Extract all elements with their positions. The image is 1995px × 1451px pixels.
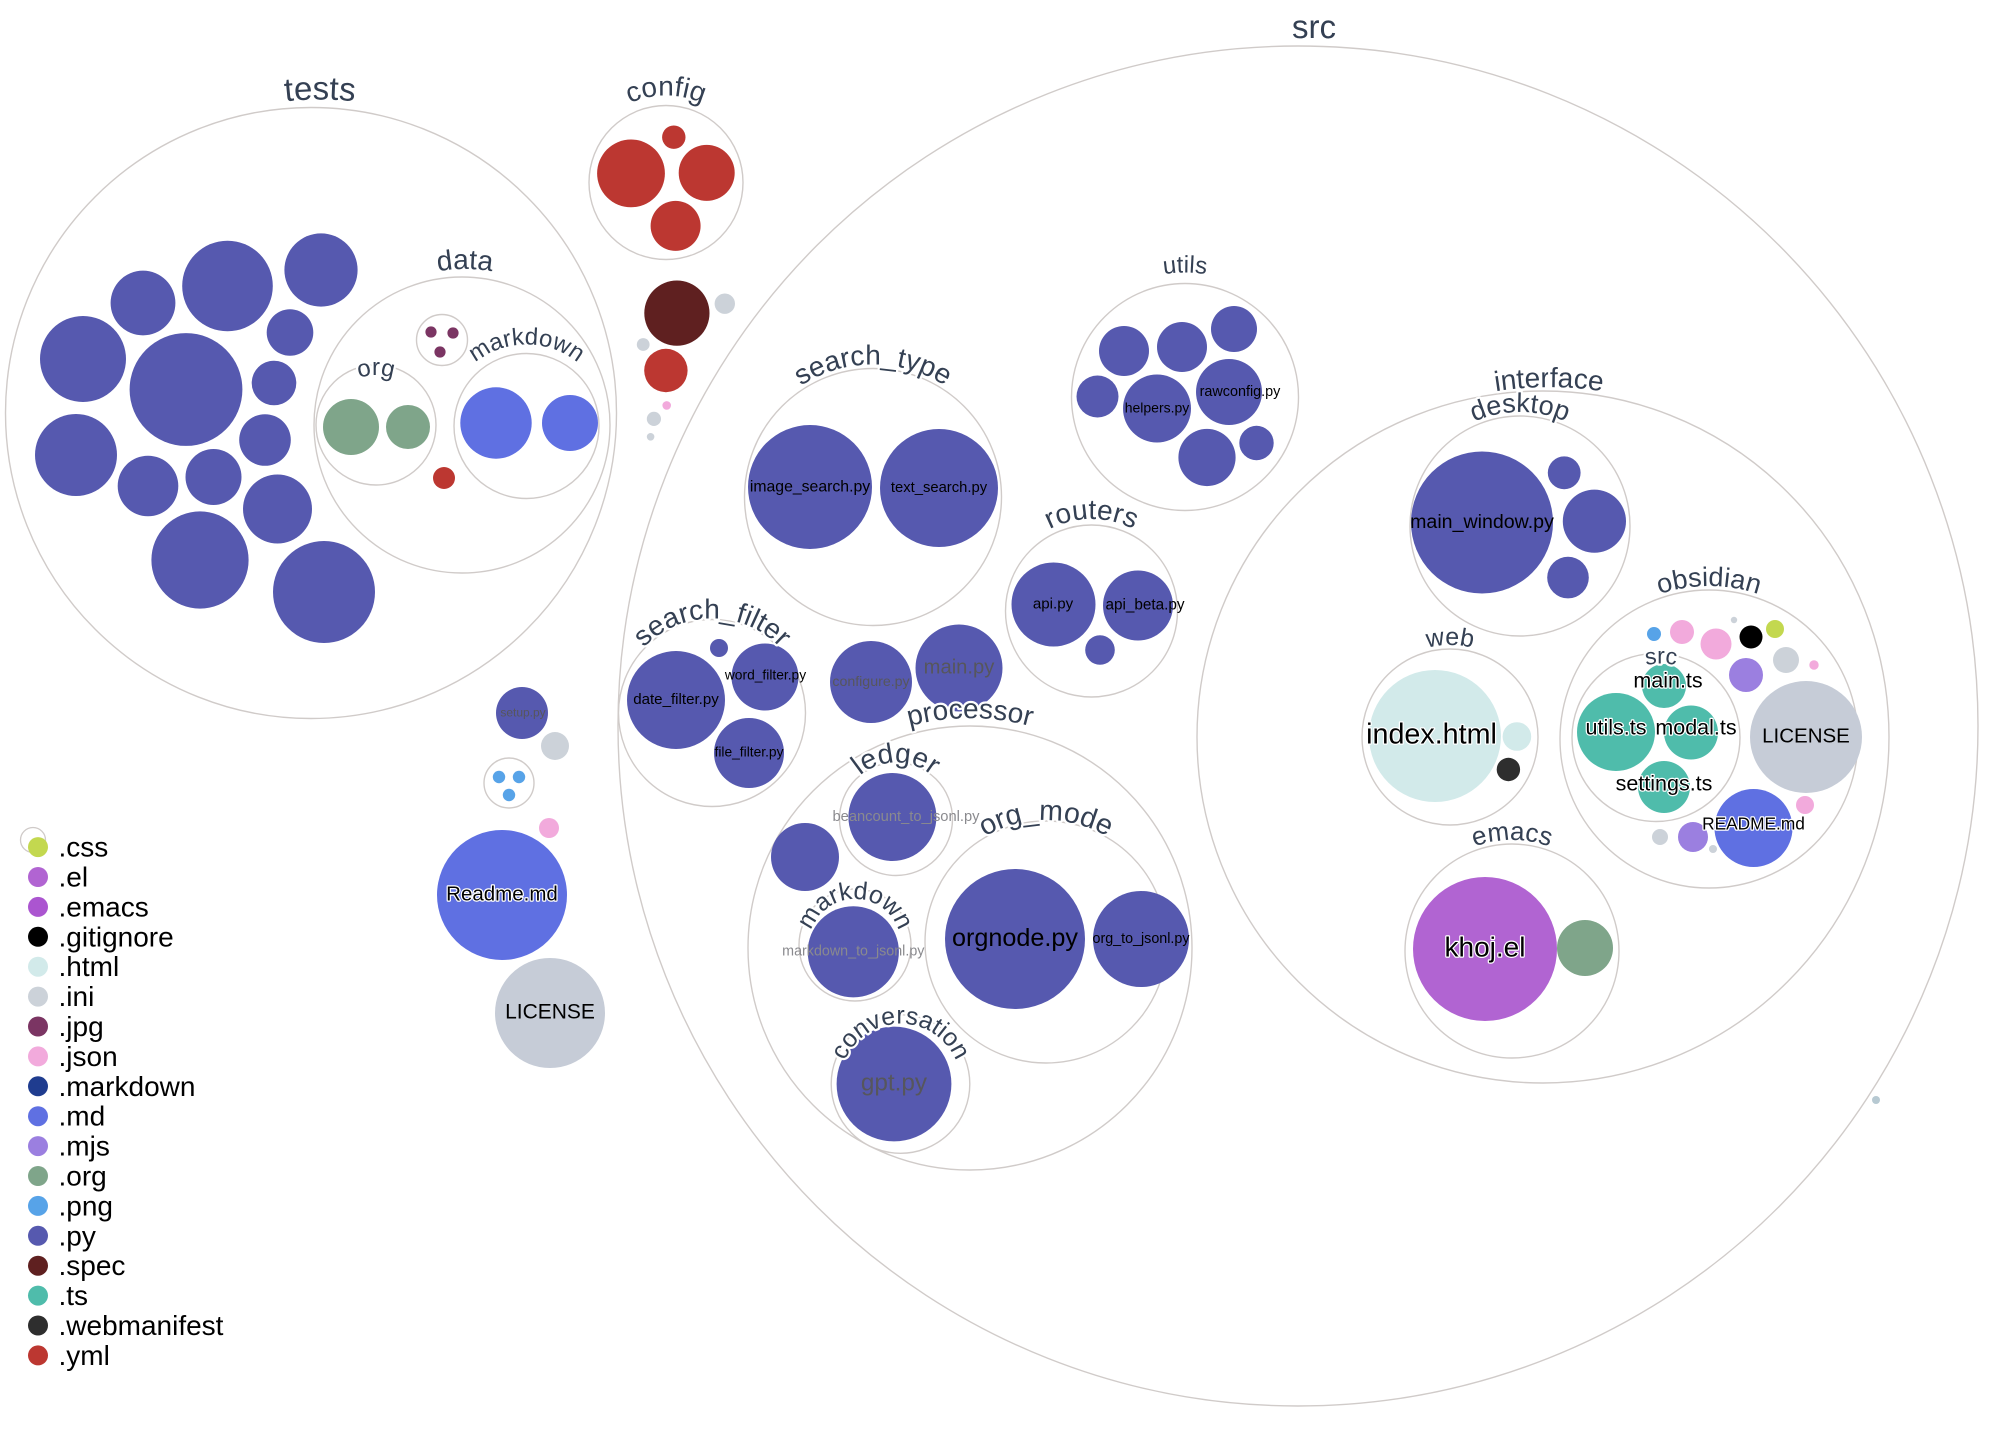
svg-text:interface: interface	[1492, 362, 1606, 397]
svg-text:word_filter.py: word_filter.py	[724, 668, 806, 683]
svg-text:api_beta.py: api_beta.py	[1105, 597, 1184, 614]
svg-text:.png: .png	[59, 1190, 114, 1221]
svg-text:utils.ts: utils.ts	[1586, 716, 1647, 740]
svg-text:org: org	[354, 354, 397, 383]
svg-text:.el: .el	[59, 862, 89, 893]
svg-text:.webmanifest: .webmanifest	[59, 1310, 224, 1341]
svg-text:tests: tests	[282, 69, 357, 108]
svg-text:.jpg: .jpg	[59, 1011, 104, 1042]
svg-text:orgnode.py: orgnode.py	[952, 924, 1078, 952]
svg-text:.emacs: .emacs	[59, 891, 149, 922]
svg-text:rawconfig.py: rawconfig.py	[1200, 384, 1282, 400]
svg-text:.org: .org	[59, 1161, 107, 1192]
svg-text:modal.ts: modal.ts	[1655, 716, 1736, 740]
svg-text:LICENSE: LICENSE	[1762, 725, 1850, 748]
svg-text:helpers.py: helpers.py	[1125, 399, 1190, 415]
svg-text:main.py: main.py	[924, 657, 996, 679]
svg-text:.markdown: .markdown	[59, 1071, 196, 1102]
svg-text:gpt.py: gpt.py	[861, 1070, 928, 1097]
svg-text:.ini: .ini	[59, 981, 95, 1012]
svg-text:.spec: .spec	[59, 1250, 126, 1281]
svg-text:main.ts: main.ts	[1633, 668, 1702, 692]
svg-text:configure.py: configure.py	[832, 674, 910, 690]
svg-text:index.html: index.html	[1366, 719, 1497, 751]
svg-text:.mjs: .mjs	[59, 1131, 110, 1162]
svg-text:text_search.py: text_search.py	[891, 480, 988, 496]
svg-text:src: src	[1291, 8, 1336, 45]
svg-text:api.py: api.py	[1033, 596, 1074, 613]
svg-text:.md: .md	[59, 1101, 106, 1132]
svg-text:utils: utils	[1161, 251, 1209, 280]
svg-text:LICENSE: LICENSE	[505, 1001, 595, 1024]
svg-text:setup.py: setup.py	[500, 706, 545, 720]
svg-text:image_search.py: image_search.py	[750, 478, 870, 495]
svg-text:.py: .py	[59, 1220, 96, 1251]
svg-text:Readme.md: Readme.md	[446, 883, 558, 906]
svg-text:main_window.py: main_window.py	[1410, 511, 1554, 533]
svg-text:src: src	[1643, 643, 1679, 670]
svg-text:date_filter.py: date_filter.py	[633, 691, 719, 708]
svg-text:.gitignore: .gitignore	[59, 921, 174, 952]
svg-text:web: web	[1423, 623, 1477, 654]
svg-text:khoj.el: khoj.el	[1445, 932, 1526, 963]
svg-text:.css: .css	[59, 832, 109, 863]
svg-text:org_to_jsonl.py: org_to_jsonl.py	[1093, 931, 1191, 947]
svg-text:data: data	[435, 244, 496, 277]
svg-text:beancount_to_jsonl.py: beancount_to_jsonl.py	[833, 809, 981, 825]
svg-text:.yml: .yml	[59, 1340, 110, 1371]
svg-text:file_filter.py: file_filter.py	[714, 745, 783, 760]
svg-text:markdown_to_jsonl.py: markdown_to_jsonl.py	[782, 944, 925, 960]
svg-text:settings.ts: settings.ts	[1616, 771, 1713, 795]
svg-text:.json: .json	[59, 1041, 118, 1072]
svg-text:.html: .html	[59, 951, 120, 982]
svg-text:.ts: .ts	[59, 1280, 89, 1311]
svg-text:README.md: README.md	[1702, 814, 1805, 834]
